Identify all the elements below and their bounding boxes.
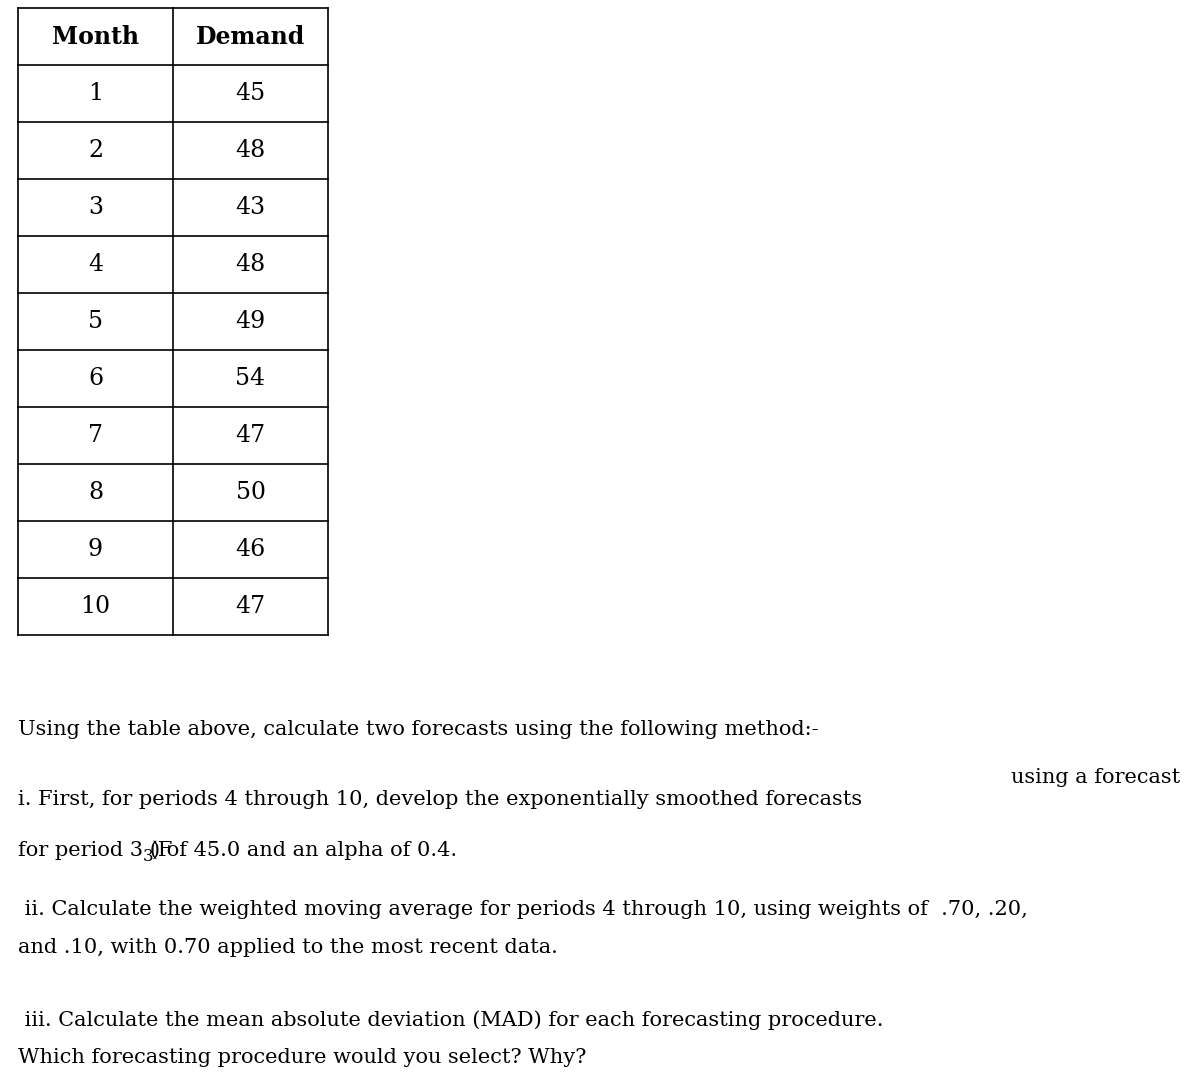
Text: 46: 46 xyxy=(235,538,265,561)
Text: 47: 47 xyxy=(235,595,265,618)
Text: iii. Calculate the mean absolute deviation (MAD) for each forecasting procedure.: iii. Calculate the mean absolute deviati… xyxy=(18,1010,883,1030)
Text: 49: 49 xyxy=(235,310,265,333)
Text: Using the table above, calculate two forecasts using the following method:-: Using the table above, calculate two for… xyxy=(18,720,818,739)
Text: 45: 45 xyxy=(235,82,265,105)
Text: i. First, for periods 4 through 10, develop the exponentially smoothed forecasts: i. First, for periods 4 through 10, deve… xyxy=(18,790,862,809)
Text: 3: 3 xyxy=(88,195,103,219)
Text: using a forecast: using a forecast xyxy=(1010,768,1180,787)
Text: for period 3 (F: for period 3 (F xyxy=(18,840,173,859)
Text: 2: 2 xyxy=(88,139,103,162)
Text: ) of 45.0 and an alpha of 0.4.: ) of 45.0 and an alpha of 0.4. xyxy=(152,840,457,859)
Text: 9: 9 xyxy=(88,538,103,561)
Text: Which forecasting procedure would you select? Why?: Which forecasting procedure would you se… xyxy=(18,1048,587,1067)
Text: 47: 47 xyxy=(235,424,265,447)
Text: 4: 4 xyxy=(88,253,103,276)
Text: 7: 7 xyxy=(88,424,103,447)
Text: 3: 3 xyxy=(143,848,154,865)
Text: 1: 1 xyxy=(88,82,103,105)
Text: 6: 6 xyxy=(88,367,103,390)
Text: 43: 43 xyxy=(235,195,265,219)
Text: 8: 8 xyxy=(88,480,103,505)
Text: Month: Month xyxy=(52,24,139,48)
Text: 48: 48 xyxy=(235,139,265,162)
Text: 5: 5 xyxy=(88,310,103,333)
Text: 10: 10 xyxy=(80,595,110,618)
Text: 54: 54 xyxy=(235,367,265,390)
Text: 50: 50 xyxy=(235,480,265,505)
Text: ii. Calculate the weighted moving average for periods 4 through 10, using weight: ii. Calculate the weighted moving averag… xyxy=(18,900,1027,919)
Text: Demand: Demand xyxy=(196,24,305,48)
Text: 48: 48 xyxy=(235,253,265,276)
Text: and .10, with 0.70 applied to the most recent data.: and .10, with 0.70 applied to the most r… xyxy=(18,938,558,957)
